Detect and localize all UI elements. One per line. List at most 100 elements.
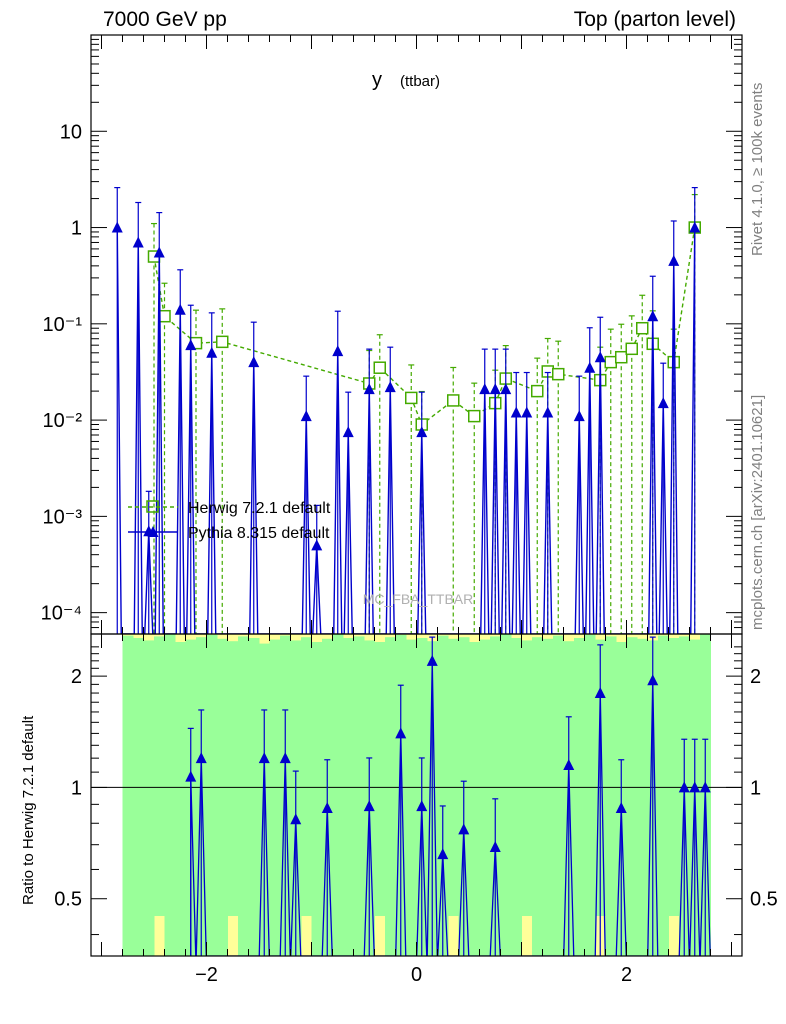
header-right: Top (parton level) <box>573 8 736 31</box>
ratio-pythia-line <box>190 660 711 956</box>
ratio-band-inner <box>637 638 648 956</box>
ratio-band-inner <box>532 637 543 956</box>
ratio-point <box>395 727 407 739</box>
pythia-point <box>300 410 312 422</box>
pythia-point <box>174 303 186 315</box>
ratio-band-inner <box>469 642 480 956</box>
ratio-band-inner <box>238 636 249 956</box>
main-y-tick-label: 10⁻⁴ <box>41 603 82 625</box>
ratio-band-inner <box>553 635 564 956</box>
ratio-point <box>563 758 575 770</box>
ratio-band-inner <box>437 635 449 956</box>
ratio-y-tick-label: 1 <box>71 777 82 799</box>
ratio-y-tick-label-right: 1 <box>750 777 761 799</box>
main-y-tick-label: 10⁻² <box>43 410 83 432</box>
legend: Herwig 7.2.1 default Pythia 8.315 defaul… <box>128 500 331 542</box>
herwig-point <box>216 335 229 349</box>
ratio-band-inner <box>605 636 617 956</box>
pythia-point <box>153 246 165 258</box>
ratio-band-inner <box>511 638 522 956</box>
pythia-point <box>384 381 396 393</box>
ratio-band-inner <box>301 637 312 916</box>
herwig-point <box>447 394 460 407</box>
ratio-point <box>437 848 449 860</box>
ratio-band-inner <box>490 636 501 956</box>
ratio-band-inner <box>374 642 386 916</box>
herwig-point <box>468 409 481 423</box>
ratio-band-inner <box>143 640 155 956</box>
legend-pythia-marker <box>147 526 159 537</box>
main-y-tick-label: 10 <box>60 121 82 143</box>
herwig-line <box>153 227 696 426</box>
pythia-point <box>500 383 512 395</box>
ratio-band-inner <box>248 638 260 956</box>
ratio-y-tick-label-right: 2 <box>750 666 761 688</box>
pythia-line <box>116 227 696 634</box>
main-y-tick-label: 10⁻³ <box>43 506 83 528</box>
ratio-band-inner <box>133 638 144 956</box>
pythia-point <box>647 310 659 322</box>
ratio-point <box>195 752 207 764</box>
ratio-point <box>615 801 627 813</box>
pythia-point <box>689 221 701 233</box>
herwig-point <box>373 361 386 374</box>
ratio-band-inner <box>227 641 239 916</box>
header-left: 7000 GeV pp <box>103 8 227 31</box>
ratio-point <box>594 687 606 699</box>
pythia-point <box>332 345 344 357</box>
herwig-point <box>552 367 565 381</box>
pythia-point <box>657 397 669 409</box>
ratio-y-tick-label: 0.5 <box>54 889 82 911</box>
ratio-band-inner <box>206 634 218 956</box>
herwig-point <box>405 391 418 405</box>
herwig-point <box>531 384 544 398</box>
ratio-band-inner <box>175 642 186 956</box>
ratio-point <box>426 654 438 666</box>
chart-title-sub: (ttbar) <box>400 73 440 90</box>
ratio-band-inner <box>154 636 165 916</box>
main-series-group <box>111 186 701 634</box>
ratio-band-inner <box>574 638 585 956</box>
ratio-y-tick-label: 2 <box>71 666 82 688</box>
ratio-frame <box>90 633 743 957</box>
ratio-point <box>363 800 375 812</box>
pythia-point <box>668 254 680 266</box>
ratio-x-tick-label: 0 <box>411 964 422 986</box>
ratio-point <box>699 781 711 793</box>
pythia-point <box>573 410 585 422</box>
herwig-point <box>625 342 638 356</box>
pythia-point <box>584 361 596 373</box>
pythia-point <box>248 356 260 368</box>
ratio-point <box>279 752 291 764</box>
ratio-band-inner <box>353 636 365 956</box>
ratio-band-inner <box>500 634 512 956</box>
ratio-point <box>678 781 690 793</box>
pythia-point <box>342 426 354 438</box>
ratio-point <box>647 674 659 686</box>
chart-title: y <box>372 69 382 91</box>
ratio-point <box>489 841 501 853</box>
ratio-band-inner <box>122 635 134 956</box>
herwig-point <box>636 321 649 335</box>
herwig-point <box>604 355 617 369</box>
ratio-pythia-series <box>185 636 711 956</box>
ratio-y-tick-label-right: 0.5 <box>750 889 778 911</box>
ratio-band-inner <box>542 638 554 956</box>
ratio-band-inner <box>217 638 228 956</box>
pythia-point <box>185 339 197 351</box>
legend-herwig-label: Herwig 7.2.1 default <box>188 500 331 517</box>
pythia-point <box>111 221 123 233</box>
pythia-point <box>132 236 144 248</box>
pythia-point <box>363 383 375 395</box>
ratio-axes: 0.5 0.5 1 1 2 2 −2 0 2 <box>54 634 778 986</box>
legend-herwig-marker <box>146 500 159 513</box>
ratio-point <box>258 752 270 764</box>
pythia-point <box>479 383 491 395</box>
ratio-band-inner <box>658 635 669 956</box>
watermark: MC_FBA_TTBAR <box>363 591 473 607</box>
ratio-point <box>689 781 701 793</box>
pythia-point <box>594 351 606 363</box>
ratio-x-tick-label: 2 <box>621 964 632 986</box>
ratio-point <box>321 801 333 813</box>
